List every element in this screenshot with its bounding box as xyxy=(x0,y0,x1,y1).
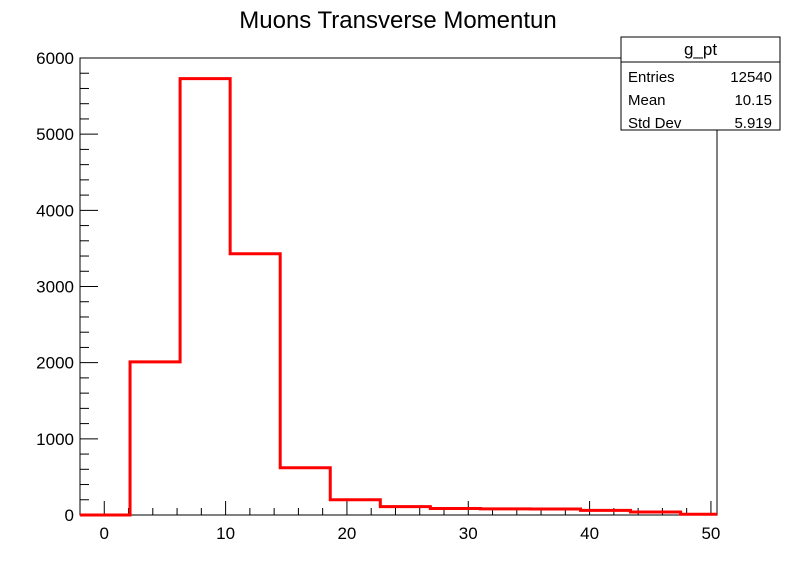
y-tick-label: 2000 xyxy=(36,354,74,373)
y-tick-label: 6000 xyxy=(36,49,74,68)
chart-title: Muons Transverse Momentun xyxy=(239,7,556,34)
x-tick-label: 10 xyxy=(216,524,235,543)
x-tick-label: 0 xyxy=(100,524,109,543)
x-tick-label: 50 xyxy=(701,524,720,543)
stats-box-border xyxy=(620,36,781,131)
y-tick-label: 0 xyxy=(65,506,74,525)
y-tick-label: 4000 xyxy=(36,201,74,220)
stats-row-label: Mean xyxy=(628,92,666,109)
stats-row-value: 12540 xyxy=(730,69,772,86)
x-axis: 0 10 20 30 40 50 xyxy=(79,501,720,543)
histogram-line xyxy=(80,77,717,517)
stats-rows: Entries 12540 Mean 10.15 Std Dev 5.919 xyxy=(628,69,772,132)
y-tick-label: 5000 xyxy=(36,125,74,144)
x-tick-label: 40 xyxy=(580,524,599,543)
stats-box: g_pt Entries 12540 Mean 10.15 Std Dev 5.919 xyxy=(620,36,781,132)
y-axis: 0 1000 2000 3000 4000 5000 6000 xyxy=(36,49,98,525)
stats-row-label: Std Dev xyxy=(628,115,682,132)
stats-row-label: Entries xyxy=(628,69,675,86)
stats-row-value: 10.15 xyxy=(734,92,772,109)
x-tick-label: 30 xyxy=(459,524,478,543)
y-tick-label: 3000 xyxy=(36,278,74,297)
y-tick-label: 1000 xyxy=(36,430,74,449)
x-tick-label: 20 xyxy=(337,524,356,543)
stats-title: g_pt xyxy=(684,40,717,59)
stats-row-value: 5.919 xyxy=(734,115,772,132)
